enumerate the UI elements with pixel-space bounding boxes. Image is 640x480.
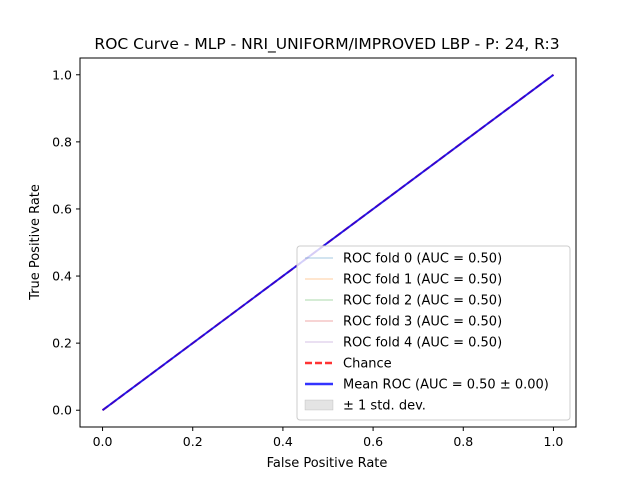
legend-swatch-band bbox=[304, 399, 334, 411]
legend-label: ROC fold 4 (AUC = 0.50) bbox=[343, 336, 502, 351]
series-line-6 bbox=[101, 73, 555, 412]
y-tick-label: 0.0 bbox=[52, 403, 72, 418]
x-tick-label: 1.0 bbox=[544, 434, 564, 449]
y-tick-label: 0.8 bbox=[52, 134, 72, 149]
legend-label: Chance bbox=[343, 357, 392, 372]
legend-label: Mean ROC (AUC = 0.50 ± 0.00) bbox=[343, 378, 549, 393]
y-tick-label: 0.6 bbox=[52, 201, 72, 216]
x-tick-label: 0.6 bbox=[363, 434, 383, 449]
legend-label: ROC fold 2 (AUC = 0.50) bbox=[343, 294, 502, 309]
legend: ROC fold 0 (AUC = 0.50) ROC fold 1 (AUC =… bbox=[296, 245, 571, 421]
legend-label: ROC fold 0 (AUC = 0.50) bbox=[343, 252, 502, 267]
y-tick-label: 1.0 bbox=[52, 67, 72, 82]
y-axis-label: True Positive Rate bbox=[28, 184, 43, 301]
y-tick-label: 0.2 bbox=[52, 336, 72, 351]
legend-box bbox=[296, 245, 571, 421]
plot-area: 0.0 0.2 0.4 0.6 0.8 1.0 0.0 0.2 0.4 0.6 0.8 1.0 bbox=[52, 57, 577, 449]
legend-label: ROC fold 3 (AUC = 0.50) bbox=[343, 315, 502, 330]
x-tick-label: 0.4 bbox=[273, 434, 293, 449]
y-tick-label: 0.4 bbox=[52, 269, 72, 284]
x-tick-label: 0.2 bbox=[183, 434, 203, 449]
chart-title: ROC Curve - MLP - NRI_UNIFORM/IMPROVED L… bbox=[94, 35, 559, 54]
legend-label: ± 1 std. dev. bbox=[343, 399, 426, 414]
legend-label: ROC fold 1 (AUC = 0.50) bbox=[343, 273, 502, 288]
x-tick-label: 0.8 bbox=[453, 434, 473, 449]
axes-frame bbox=[79, 57, 577, 428]
x-tick-label: 0.0 bbox=[93, 434, 113, 449]
x-axis-label: False Positive Rate bbox=[267, 456, 388, 471]
